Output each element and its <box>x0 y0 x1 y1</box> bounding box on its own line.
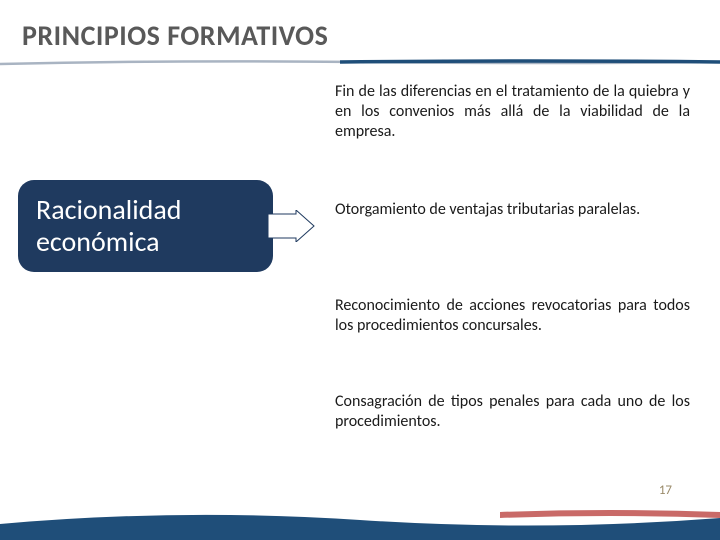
page-number: 17 <box>659 483 672 498</box>
paragraph-4: Consagración de tipos penales para cada … <box>335 392 690 432</box>
slide: PRINCIPIOS FORMATIVOS Racionalidad econó… <box>0 0 720 540</box>
concept-line-2: económica <box>36 226 273 258</box>
title-underline <box>0 58 720 62</box>
concept-line-1: Racionalidad <box>36 194 273 226</box>
paragraph-2: Otorgamiento de ventajas tributarias par… <box>335 200 690 220</box>
slide-title: PRINCIPIOS FORMATIVOS <box>22 18 328 53</box>
paragraph-1: Fin de las diferencias en el tratamiento… <box>335 82 690 142</box>
arrow-icon <box>268 210 316 242</box>
paragraph-3: Reconocimiento de acciones revocatorias … <box>335 296 690 336</box>
concept-box: Racionalidad económica <box>18 180 273 272</box>
bottom-swoosh <box>0 500 720 540</box>
